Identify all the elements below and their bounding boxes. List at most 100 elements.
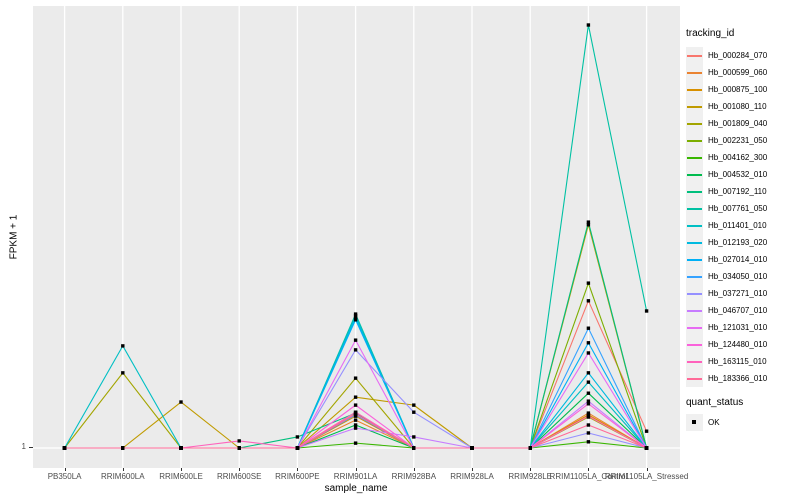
point-marker-Hb_007761_050-RRIM901LA <box>353 312 358 316</box>
legend-label-Hb_000875_100: Hb_000875_100 <box>708 85 768 94</box>
legend-label-Hb_034050_010: Hb_034050_010 <box>708 272 768 281</box>
point-marker-Hb_000284_070-RRIM1105LA_Control <box>586 299 591 303</box>
legend-title-quant-status: quant_status <box>686 397 744 408</box>
legend-label-Hb_124480_010: Hb_124480_010 <box>708 340 768 349</box>
chart-canvas <box>33 6 680 468</box>
x-label-RRIM928LE: RRIM928LE <box>508 472 552 481</box>
legend-key-Hb_001809_040 <box>686 115 703 132</box>
point-marker-Hb_001809_040-RRIM600LA <box>121 371 125 375</box>
legend-entry-Hb_000284_070: Hb_000284_070 <box>686 47 798 64</box>
x-tick-PB350LA <box>64 468 66 471</box>
legend-label-ok: OK <box>708 418 720 427</box>
x-tick-RRIM600LA <box>122 468 124 471</box>
legend-line-swatch <box>687 361 702 363</box>
legend-key-Hb_034050_010 <box>686 268 703 285</box>
legend-entry-Hb_004162_300: Hb_004162_300 <box>686 149 798 166</box>
legend-label-Hb_000284_070: Hb_000284_070 <box>708 51 768 60</box>
legend-key-Hb_124480_010 <box>686 336 703 353</box>
legend-label-Hb_004532_010: Hb_004532_010 <box>708 170 768 179</box>
legend-label-Hb_001809_040: Hb_001809_040 <box>708 119 768 128</box>
point-marker-Hb_183366_010-RRIM928LA <box>470 446 474 450</box>
point-marker-Hb_001080_110-RRIM1105LA_Control <box>586 223 591 227</box>
legend-label-Hb_163115_010: Hb_163115_010 <box>708 357 767 366</box>
legend-key-Hb_004162_300 <box>686 149 703 166</box>
legend-label-Hb_004162_300: Hb_004162_300 <box>708 153 768 162</box>
point-marker-Hb_011401_010-RRIM1105LA_Control <box>586 380 591 384</box>
legend-key-Hb_163115_010 <box>686 353 703 370</box>
legend-key-Hb_121031_010 <box>686 319 703 336</box>
legend-line-swatch <box>687 89 702 91</box>
x-tick-RRIM600LE <box>181 468 182 471</box>
point-marker-Hb_046707_010-RRIM1105LA_Control <box>586 399 591 403</box>
legend-key-Hb_012193_020 <box>686 234 703 251</box>
point-marker-Hb_001080_110-RRIM901LA <box>353 395 358 399</box>
x-axis-title: sample_name <box>324 483 388 494</box>
legend-line-swatch <box>687 242 702 244</box>
legend-key-Hb_011401_010 <box>686 217 703 234</box>
point-marker-Hb_002231_050-RRIM1105LA_Control <box>586 281 591 285</box>
point-marker-Hb_011401_010-RRIM901LA <box>353 314 358 318</box>
legend-entry-Hb_002231_050: Hb_002231_050 <box>686 132 798 149</box>
point-marker-Hb_000599_060-RRIM901LA <box>353 418 358 422</box>
point-marker-Hb_037271_010-RRIM1105LA_Control <box>586 431 591 435</box>
legend-line-swatch <box>687 225 702 227</box>
legend-entry-Hb_037271_010: Hb_037271_010 <box>686 285 798 302</box>
point-marker-Hb_183366_010-RRIM600LA <box>121 446 125 450</box>
point-marker-Hb_004162_300-RRIM901LA <box>353 441 358 445</box>
point-marker-Hb_001080_110-RRIM600LE <box>179 400 183 404</box>
legend-key-Hb_002231_050 <box>686 132 703 149</box>
legend-line-swatch <box>687 55 702 57</box>
legend-line-swatch <box>687 310 702 312</box>
legend-entry-ok: OK <box>686 414 798 431</box>
point-marker-Hb_000284_070-RRIM1105LA_Stressed <box>644 429 649 433</box>
legend: tracking_id Hb_000284_070 Hb_000599_060 Hb… <box>686 28 798 431</box>
legend-key-Hb_000599_060 <box>686 64 703 81</box>
x-label-RRIM600PE: RRIM600PE <box>275 472 320 481</box>
point-marker-Hb_007761_050-RRIM1105LA_Stressed <box>644 309 649 313</box>
legend-entry-Hb_007761_050: Hb_007761_050 <box>686 200 798 217</box>
legend-entry-Hb_183366_010: Hb_183366_010 <box>686 370 798 387</box>
point-marker-Hb_000599_060-RRIM1105LA_Control <box>586 411 591 415</box>
x-tick-RRIM1105LA_Control <box>588 468 590 471</box>
point-marker-Hb_046707_010-RRIM928BA <box>412 435 416 439</box>
legend-entry-Hb_027014_010: Hb_027014_010 <box>686 251 798 268</box>
x-label-RRIM1105LA_Stressed: RRIM1105LA_Stressed <box>604 472 689 481</box>
point-marker-Hb_121031_010-RRIM1105LA_Control <box>586 351 591 355</box>
point-marker-Hb_027014_010-RRIM1105LA_Control <box>586 341 591 345</box>
legend-label-Hb_121031_010: Hb_121031_010 <box>708 323 768 332</box>
point-marker-Hb_007192_110-RRIM600PE <box>295 435 300 439</box>
plot-panel <box>33 6 680 468</box>
legend-entry-Hb_000599_060: Hb_000599_060 <box>686 64 798 81</box>
point-marker-Hb_011401_010-RRIM600LA <box>121 344 125 348</box>
legend-label-Hb_000599_060: Hb_000599_060 <box>708 68 768 77</box>
x-label-RRIM928BA: RRIM928BA <box>391 472 437 481</box>
point-marker-Hb_183366_010-RRIM600LE <box>179 446 183 450</box>
x-tick-RRIM928LE <box>530 468 532 471</box>
legend-label-Hb_037271_010: Hb_037271_010 <box>708 289 768 298</box>
legend-entry-Hb_124480_010: Hb_124480_010 <box>686 336 798 353</box>
point-marker-Hb_183366_010-RRIM600PE <box>295 446 300 450</box>
point-marker-Hb_001080_110-RRIM928BA <box>412 403 416 407</box>
x-label-RRIM600SE: RRIM600SE <box>216 472 262 481</box>
point-marker-Hb_034050_010-RRIM1105LA_Control <box>586 326 591 330</box>
point-marker-Hb_163115_010-RRIM1105LA_Control <box>586 414 591 418</box>
point-marker-Hb_004162_300-RRIM1105LA_Control <box>586 440 591 444</box>
x-tick-RRIM928LA <box>472 468 473 471</box>
y-axis-title: FPKM + 1 <box>8 214 20 260</box>
legend-key-Hb_007192_110 <box>686 183 703 200</box>
x-label-RRIM600LE: RRIM600LE <box>159 472 203 481</box>
legend-label-Hb_001080_110: Hb_001080_110 <box>708 102 767 111</box>
x-tick-RRIM600PE <box>297 468 299 471</box>
point-marker-Hb_124480_010-RRIM901LA <box>353 403 358 407</box>
legend-line-swatch <box>687 276 702 278</box>
point-marker-Hb_037271_010-RRIM901LA <box>353 348 358 352</box>
x-tick-RRIM928BA <box>413 468 415 471</box>
legend-label-Hb_007192_110: Hb_007192_110 <box>708 187 767 196</box>
point-marker-Hb_001809_040-RRIM901LA <box>353 376 358 380</box>
legend-key-Hb_046707_010 <box>686 302 703 319</box>
point-marker-Hb_183366_010-RRIM600SE <box>237 446 241 450</box>
point-marker-Hb_027014_010-RRIM901LA <box>353 318 358 322</box>
legend-key-Hb_000284_070 <box>686 47 703 64</box>
legend-entry-Hb_001080_110: Hb_001080_110 <box>686 98 798 115</box>
